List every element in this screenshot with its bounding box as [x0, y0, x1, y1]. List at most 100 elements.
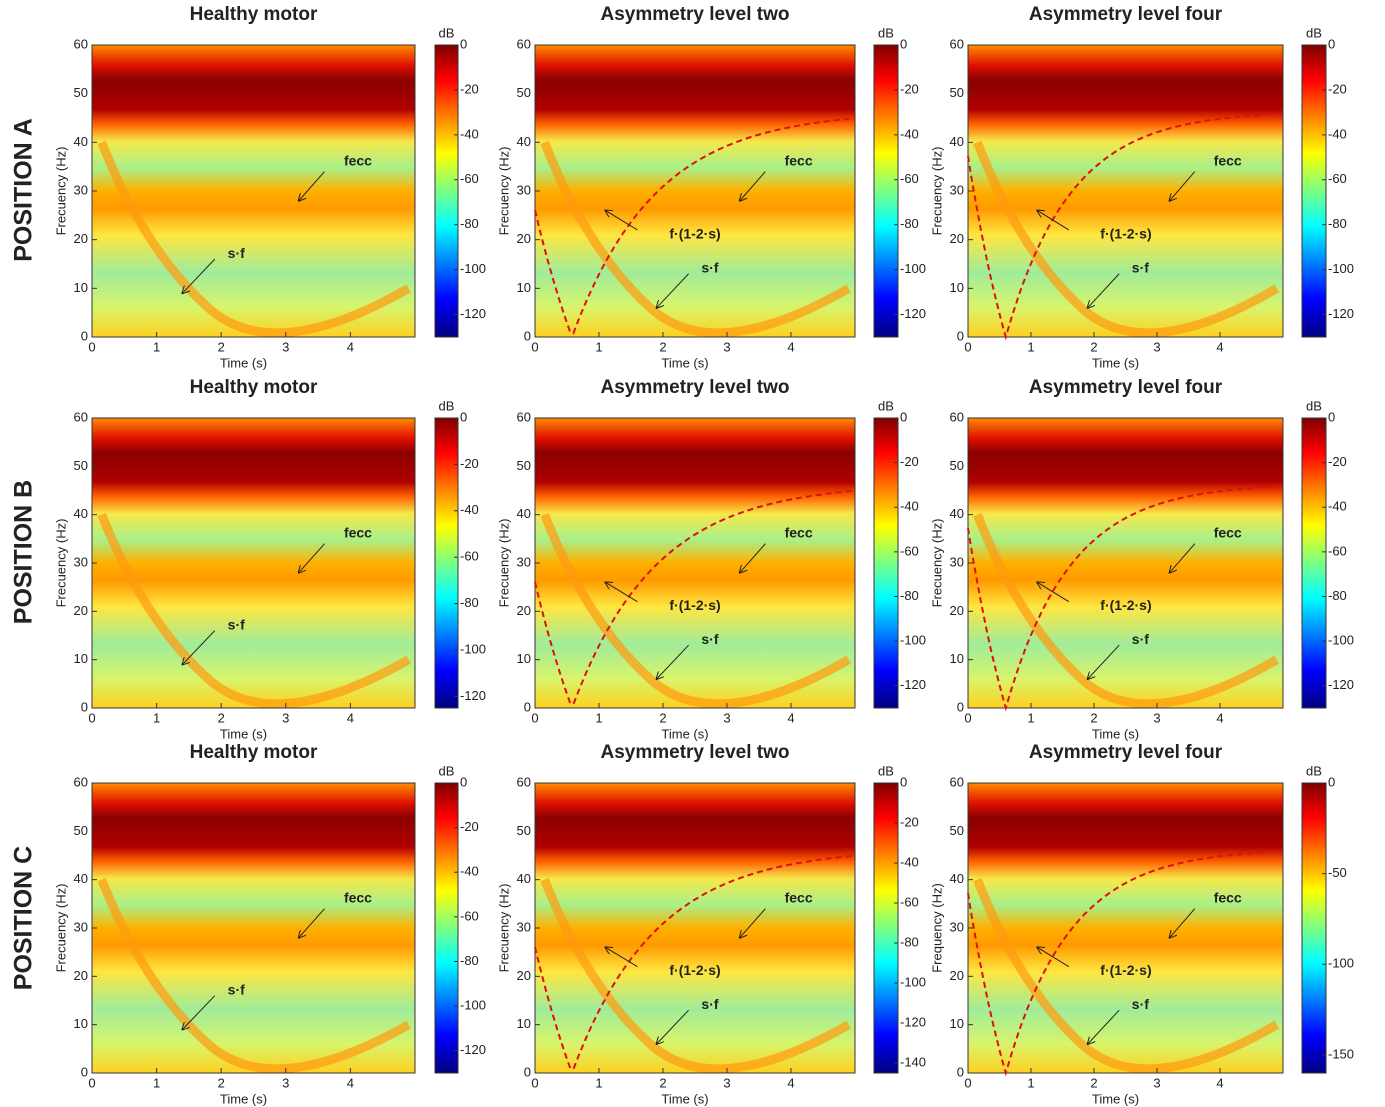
colorbar-tick-label: -100: [460, 641, 486, 656]
x-axis-label: Time (s): [1092, 726, 1139, 741]
x-tick-label: 1: [595, 339, 602, 354]
annotation-arrow: [1170, 908, 1196, 938]
x-tick-label: 3: [723, 1075, 730, 1090]
x-tick-label: 3: [1153, 710, 1160, 725]
colorbar-tick-label: -80: [1328, 216, 1347, 231]
x-tick-label: 0: [531, 339, 538, 354]
y-axis-label: Frecuency (Hz): [929, 147, 944, 236]
spectrogram-image: [92, 418, 415, 708]
y-tick-label: 20: [950, 603, 964, 618]
x-tick-label: 2: [1090, 1075, 1097, 1090]
colorbar-tick-label: -150: [1328, 1046, 1354, 1061]
colorbar-label: dB: [1306, 25, 1322, 40]
colorbar-tick-label: -80: [460, 595, 479, 610]
colorbar-tick-label: -100: [900, 633, 926, 648]
row-label: POSITION C: [10, 846, 38, 990]
colorbar-tick-label: -60: [900, 543, 919, 558]
y-tick-label: 20: [74, 231, 88, 246]
y-tick-label: 30: [517, 182, 531, 197]
sf-ridge: [540, 878, 851, 1074]
annotation-arrow: [740, 171, 766, 201]
spectrogram-image: [968, 783, 1283, 1073]
colorbar-tick-label: -100: [1328, 633, 1354, 648]
colorbar-tick-label: 0: [460, 36, 467, 51]
spectrogram-image: [968, 45, 1283, 337]
y-tick-label: 0: [957, 328, 964, 343]
x-tick-label: 1: [595, 710, 602, 725]
y-tick-label: 0: [524, 328, 531, 343]
y-tick-label: 10: [950, 280, 964, 295]
colorbar-tick-label: -20: [900, 454, 919, 469]
colorbar-tick-label: -80: [900, 216, 919, 231]
x-tick-label: 0: [88, 339, 95, 354]
x-tick-label: 4: [1216, 710, 1223, 725]
annotation: s·f: [701, 631, 718, 647]
x-tick-label: 0: [88, 1075, 95, 1090]
x-tick-label: 3: [1153, 1075, 1160, 1090]
annotation-arrow: [605, 582, 638, 603]
spectrogram-image: [92, 783, 415, 1073]
annotation-arrow: [1170, 543, 1196, 573]
annotation: s·f: [701, 996, 718, 1012]
y-tick-label: 40: [950, 506, 964, 521]
annotation-arrow: [1088, 644, 1120, 679]
x-tick-label: 4: [1216, 1075, 1223, 1090]
y-tick-label: 60: [74, 409, 88, 424]
x-tick-label: 0: [88, 710, 95, 725]
y-tick-label: 60: [950, 409, 964, 424]
x-tick-label: 3: [723, 339, 730, 354]
sf-ridge: [540, 140, 851, 338]
colorbar-tick-label: 0: [460, 774, 467, 789]
y-tick-label: 60: [517, 409, 531, 424]
y-tick-label: 60: [74, 774, 88, 789]
y-tick-label: 30: [517, 554, 531, 569]
x-tick-label: 2: [659, 710, 666, 725]
colorbar-tick-label: -20: [900, 814, 919, 829]
y-tick-label: 20: [950, 968, 964, 983]
colorbar-tick-label: -60: [900, 894, 919, 909]
colorbar-tick-label: -100: [460, 261, 486, 276]
colorbar-tick-label: -140: [900, 1054, 926, 1069]
annotation: fecc: [344, 153, 372, 169]
annotation-arrow: [299, 171, 325, 201]
colorbar-tick-label: -120: [900, 1014, 926, 1029]
panel-title: Asymmetry level two: [600, 742, 789, 763]
x-tick-label: 3: [282, 339, 289, 354]
colorbar-tick-label: -40: [900, 499, 919, 514]
y-tick-label: 40: [74, 506, 88, 521]
y-tick-label: 40: [517, 506, 531, 521]
annotation: s·f: [1132, 996, 1149, 1012]
colorbar: [1301, 782, 1327, 1074]
y-tick-label: 10: [74, 651, 88, 666]
colorbar-tick-label: -80: [460, 216, 479, 231]
colorbar-tick-label: -120: [1328, 677, 1354, 692]
y-tick-label: 30: [517, 919, 531, 934]
colorbar-tick-label: 0: [900, 409, 907, 424]
annotation: s·f: [701, 260, 718, 276]
x-tick-label: 4: [787, 1075, 794, 1090]
colorbar-tick-label: -40: [900, 126, 919, 141]
y-tick-label: 50: [950, 458, 964, 473]
annotation-arrow: [299, 908, 325, 938]
y-tick-label: 50: [74, 823, 88, 838]
colorbar: [434, 417, 459, 709]
x-tick-label: 1: [1027, 339, 1034, 354]
colorbar-tick-label: -60: [1328, 171, 1347, 186]
y-tick-label: 30: [950, 919, 964, 934]
x-axis-label: Time (s): [220, 355, 267, 370]
colorbar-tick-label: -100: [900, 974, 926, 989]
y-tick-label: 60: [950, 774, 964, 789]
sf-ridge: [540, 513, 851, 709]
x-axis-label: Time (s): [661, 1091, 708, 1106]
annotation: f·(1-2·s): [669, 226, 720, 242]
annotation-arrow: [605, 210, 638, 231]
annotation: s·f: [228, 617, 245, 633]
colorbar-tick-label: -120: [460, 1042, 486, 1057]
x-axis-label: Time (s): [1092, 355, 1139, 370]
colorbar-tick-label: -100: [900, 261, 926, 276]
y-tick-label: 20: [74, 603, 88, 618]
x-tick-label: 4: [787, 710, 794, 725]
y-axis-label: Frecuency (Hz): [929, 519, 944, 608]
